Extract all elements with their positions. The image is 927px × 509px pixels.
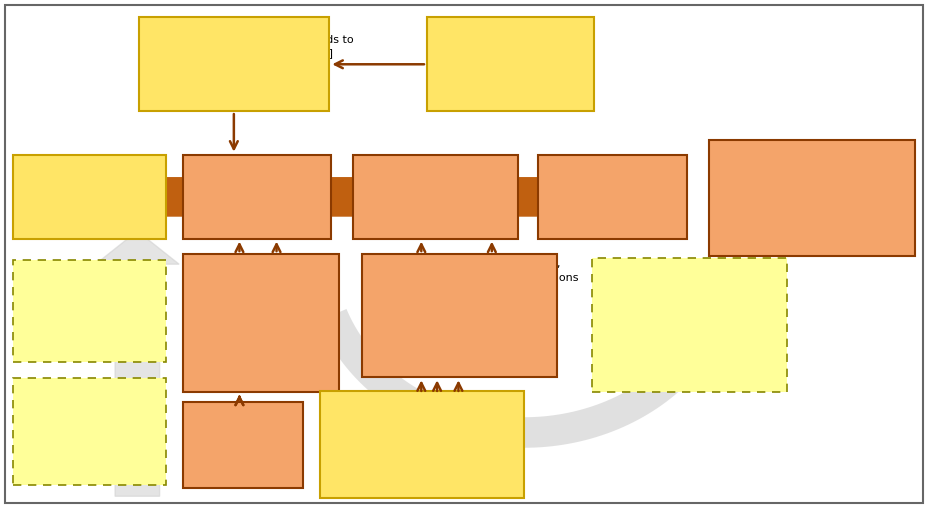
Text: unpopulated islands: unpopulated islands <box>189 313 302 323</box>
FancyArrow shape <box>95 232 179 496</box>
Text: populated and: populated and <box>189 299 270 309</box>
Bar <box>183 254 338 392</box>
Text: importation of Bengal cats: importation of Bengal cats <box>433 36 581 45</box>
Bar <box>362 254 556 378</box>
Text: Systematic planning: Systematic planning <box>19 159 133 169</box>
Text: Supporting action:: Supporting action: <box>598 263 715 273</box>
Text: into national databases: into national databases <box>598 317 729 327</box>
Text: incursions as needed: incursions as needed <box>544 174 666 186</box>
Text: community support: community support <box>189 272 298 282</box>
Text: with information, training,: with information, training, <box>326 422 472 432</box>
Text: support with: support with <box>19 410 89 420</box>
Bar <box>183 402 303 488</box>
Text: control tools [Ob4]: control tools [Ob4] <box>375 412 479 421</box>
Text: protocols, standards [Ob2]: protocols, standards [Ob2] <box>326 436 475 445</box>
Text: that are currently: that are currently <box>715 178 855 192</box>
Text: Reduce risk of cat: Reduce risk of cat <box>189 159 293 172</box>
Text: Establish surveillance on: Establish surveillance on <box>359 159 502 172</box>
Text: and new cat hybrids [Ob1]: and new cat hybrids [Ob1] <box>433 49 581 59</box>
Text: help prevent cat incursions [Ob1]: help prevent cat incursions [Ob1] <box>146 49 333 59</box>
Text: (Ob5): (Ob5) <box>544 187 580 201</box>
Text: and response outcomes: and response outcomes <box>598 303 731 313</box>
Text: (Ob5): (Ob5) <box>189 326 224 336</box>
Text: unknown [Ob3]: unknown [Ob3] <box>19 305 106 315</box>
Text: Support land managers,: Support land managers, <box>326 395 461 405</box>
Bar <box>426 18 593 112</box>
Text: to prioritise islands: to prioritise islands <box>19 173 126 183</box>
Text: boating: boating <box>189 420 232 430</box>
Text: Collate information on: Collate information on <box>598 276 722 286</box>
Bar <box>183 155 331 239</box>
Text: Respond to cat: Respond to cat <box>544 159 630 172</box>
Text: for surveillance [Ob2]: for surveillance [Ob2] <box>19 186 141 196</box>
Text: Improved cat: Improved cat <box>375 398 449 408</box>
Text: including Indigenous groups,: including Indigenous groups, <box>326 409 488 418</box>
Text: Enhance regulation of: Enhance regulation of <box>433 22 555 32</box>
Bar <box>13 155 166 239</box>
Text: surveillance monitoring: surveillance monitoring <box>598 290 730 300</box>
Bar <box>13 261 166 362</box>
Text: Enhance regulations across: Enhance regulations across <box>146 22 298 32</box>
Text: [Ob2]: [Ob2] <box>598 330 629 341</box>
Bar <box>352 155 517 239</box>
Text: Maintain island: Maintain island <box>189 259 273 269</box>
Text: governments and traditional lands to: governments and traditional lands to <box>146 36 353 45</box>
Text: protocols for responding to incursions: protocols for responding to incursions <box>368 272 578 282</box>
Text: community: community <box>189 433 252 443</box>
Text: which cat presence is: which cat presence is <box>19 292 140 302</box>
Text: Establish responsibility, capability,: Establish responsibility, capability, <box>368 259 560 269</box>
Bar <box>139 18 329 112</box>
Text: for cat-free status on: for cat-free status on <box>189 286 307 296</box>
FancyArrow shape <box>167 167 667 228</box>
Text: Cats do not: Cats do not <box>715 145 805 158</box>
Bar <box>13 379 166 485</box>
Text: (Ob5): (Ob5) <box>368 286 403 296</box>
Text: Maintain broad public: Maintain broad public <box>19 397 140 406</box>
Bar <box>369 394 503 479</box>
Text: Supporting action:: Supporting action: <box>19 383 136 393</box>
Text: (Ob5): (Ob5) <box>189 447 224 457</box>
Text: Engage with: Engage with <box>189 406 259 416</box>
Text: incursion (Ob5): incursion (Ob5) <box>189 174 290 186</box>
Text: priority islands (Ob5): priority islands (Ob5) <box>359 174 498 186</box>
Text: Supporting action:: Supporting action: <box>19 265 136 275</box>
Text: cat-free (Ob5): cat-free (Ob5) <box>715 195 826 209</box>
Text: establish on islands: establish on islands <box>715 161 870 176</box>
Bar <box>538 155 686 239</box>
Text: [Ob2]: [Ob2] <box>19 437 51 447</box>
Text: transparent reporting: transparent reporting <box>19 423 140 433</box>
Text: Survey islands for: Survey islands for <box>19 278 120 288</box>
Bar <box>591 259 786 392</box>
Bar <box>708 140 914 257</box>
Bar <box>320 391 524 498</box>
